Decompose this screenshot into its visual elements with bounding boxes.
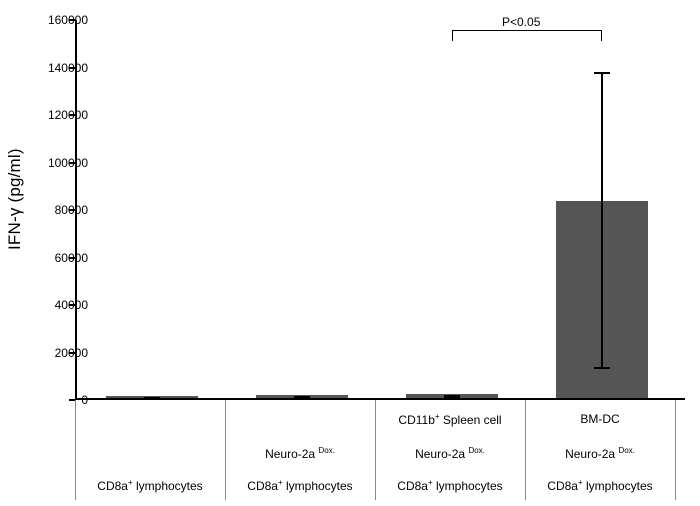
error-cap-bottom [294,396,310,398]
x-label-line: Neuro-2a Dox. [525,446,675,461]
y-axis-label: IFN-γ (pg/ml) [5,148,25,250]
chart-figure: IFN-γ (pg/ml) 02000040000600008000010000… [0,0,700,506]
x-label-line: CD8a+ lymphocytes [375,478,525,493]
x-label-line: BM-DC [525,412,675,426]
significance-bracket [452,30,602,43]
x-label-line: CD8a+ lymphocytes [225,478,375,493]
error-cap-bottom [444,396,460,398]
category-separator [675,400,676,500]
plot-area: P<0.05 [75,20,685,400]
x-label-line: CD8a+ lymphocytes [75,478,225,493]
error-bar [601,72,603,369]
error-cap-top [594,72,610,74]
x-label-line: Neuro-2a Dox. [375,446,525,461]
error-cap-bottom [144,397,160,399]
x-label-line: Neuro-2a Dox. [225,446,375,461]
y-axis-label-text: IFN-γ (pg/ml) [5,148,24,250]
significance-label: P<0.05 [502,15,540,29]
error-cap-bottom [594,367,610,369]
x-label-line: CD8a+ lymphocytes [525,478,675,493]
x-label-line: CD11b+ Spleen cell [375,412,525,427]
